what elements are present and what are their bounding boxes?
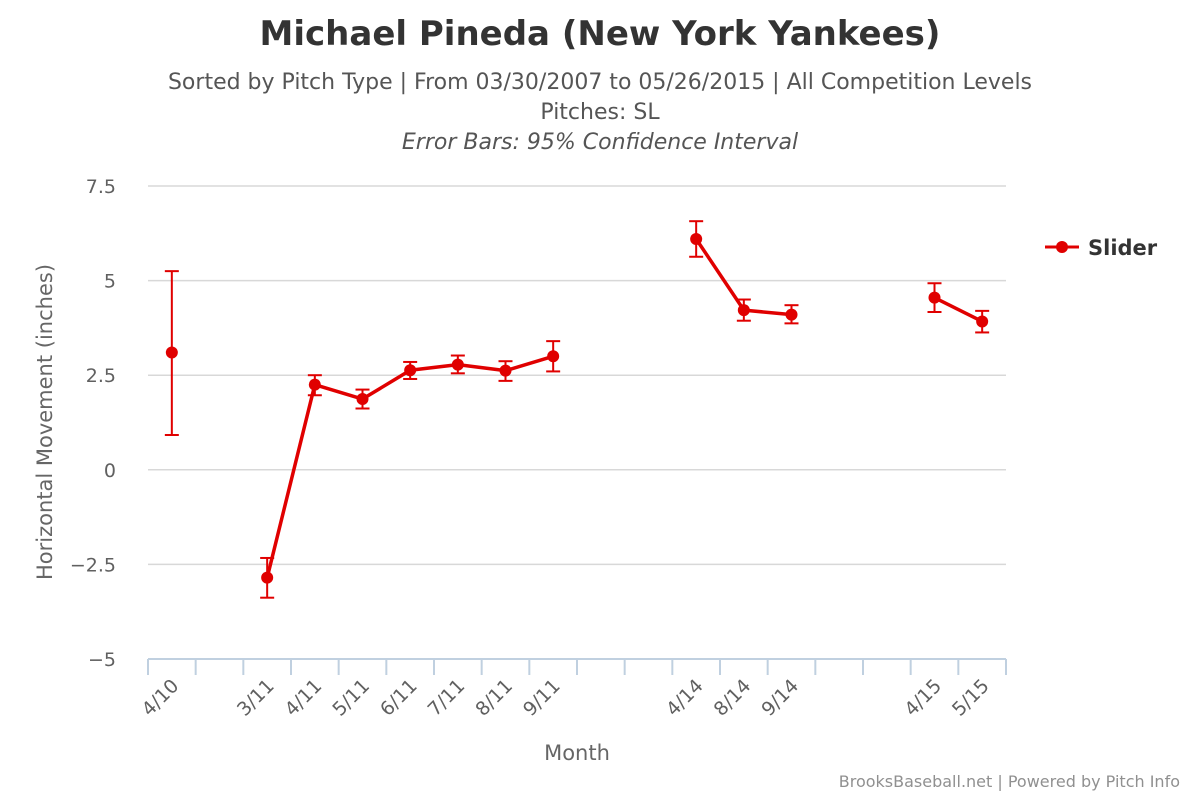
y-tick-label: −2.5 [70,554,116,576]
data-point [499,364,512,377]
credits[interactable]: BrooksBaseball.net | Powered by Pitch In… [838,772,1180,791]
data-point [451,358,464,371]
x-tick-label: 4/11 [281,675,327,721]
y-tick-label: −5 [88,649,116,671]
chart-subtitle: Sorted by Pitch Type | From 03/30/2007 t… [167,70,1033,95]
x-tick-label: 4/14 [662,675,708,721]
data-point [261,571,274,584]
data-point [737,304,750,317]
data-point [165,346,178,359]
x-tick-label: 9/11 [519,675,565,721]
x-tick-label: 7/11 [424,675,470,721]
series-line [265,354,554,579]
legend-marker [1056,241,1068,253]
x-axis: 4/10 3/11 4/11 5/11 6/11 7/11 8/11 9/11 4/14 8/14… [138,658,1007,721]
x-tick-label: 4/15 [900,675,946,721]
data-point [976,315,989,328]
series-slider [164,220,990,599]
x-tick-label: 9/14 [757,675,803,721]
gridlines [148,185,1006,566]
series-line [933,296,983,324]
data-point [928,291,941,304]
data-point [404,364,417,377]
x-tick-label: 3/11 [233,675,279,721]
x-tick-label: 5/15 [948,675,994,721]
data-point [785,308,798,321]
x-tick-label: 4/10 [138,675,184,721]
x-tick-label: 8/14 [710,675,756,721]
chart-subtitle-pitches: Pitches: SL [540,100,660,125]
legend-item-slider[interactable]: Slider [1088,236,1158,260]
y-tick-label: 7.5 [86,176,116,198]
chart-title: Michael Pineda (New York Yankees) [259,14,941,54]
x-tick-label: 8/11 [471,675,517,721]
y-axis-label: Horizontal Movement (inches) [33,264,57,580]
data-point [356,393,369,406]
data-point [308,378,321,391]
y-axis-ticks: −5 −2.5 0 2.5 5 7.5 [70,176,116,671]
chart-subtitle-error-bars: Error Bars: 95% Confidence Interval [401,130,799,155]
x-axis-label: Month [544,741,610,765]
y-tick-label: 2.5 [86,365,116,387]
y-tick-label: 5 [104,271,116,293]
x-tick-label: 5/11 [328,675,374,721]
x-tick-label: 6/11 [376,675,422,721]
y-tick-label: 0 [104,460,116,482]
data-point [547,350,560,363]
legend[interactable]: Slider [1045,236,1158,260]
data-point [690,232,703,245]
